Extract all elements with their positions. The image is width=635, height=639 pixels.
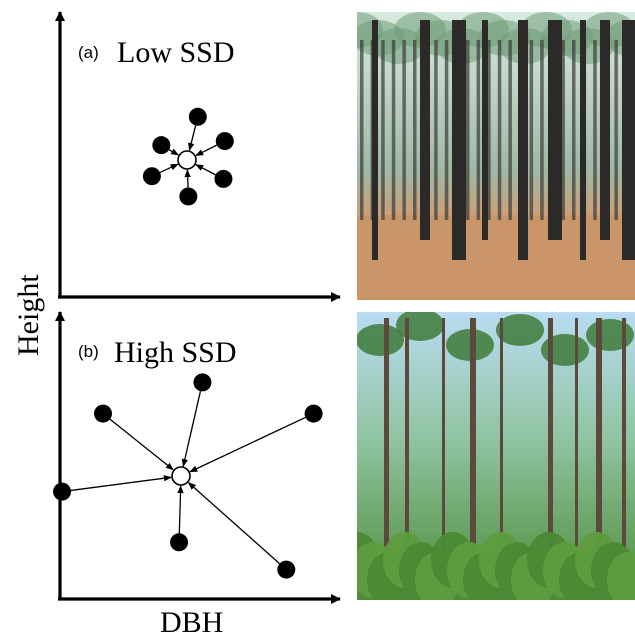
panel-a-neighbor-tree-4 <box>179 187 198 206</box>
panel-b-neighbor-tree-3 <box>94 404 112 423</box>
x-axis-label: DBH <box>160 606 223 639</box>
panel-a-tree-graph <box>142 107 234 206</box>
panel-b-tree-graph <box>53 373 323 579</box>
panel-a-neighbor-tree-2 <box>215 132 234 151</box>
photo-low-ssd-plantation <box>357 12 635 300</box>
panel-b-title: High SSD <box>114 336 237 369</box>
panel-a-focal-tree <box>177 150 197 170</box>
panel-b-neighbor-tree-1 <box>193 373 212 392</box>
panel-a-neighbor-tree-6 <box>152 136 171 155</box>
panel-b-link-5 <box>177 485 184 534</box>
panel-a-link-6 <box>168 148 180 156</box>
panel-a-link-5 <box>159 163 179 174</box>
panel-b-link-2 <box>189 416 306 473</box>
panel-b-focal-tree <box>171 466 191 486</box>
panel-a-link-4 <box>184 169 191 188</box>
panel-a-link-2 <box>195 144 218 157</box>
panel-a-link-1 <box>188 125 197 152</box>
panel-b-tag: (b) <box>78 342 99 361</box>
panel-a-tag: (a) <box>78 43 99 62</box>
panel-a-neighbor-tree-5 <box>142 167 161 186</box>
panel-b-link-4 <box>70 475 172 492</box>
panel-b-neighbor-tree-6 <box>277 560 296 579</box>
panel-b-link-6 <box>187 482 281 565</box>
panel-a-neighbor-tree-1 <box>188 107 207 126</box>
panel-b-link-3 <box>109 418 174 471</box>
panel-b: (b) High SSD <box>53 311 341 604</box>
panel-b-neighbor-tree-2 <box>304 404 323 423</box>
panel-a-link-3 <box>195 164 216 176</box>
panel-a: (a) Low SSD <box>55 11 341 302</box>
panel-a-neighbor-tree-3 <box>214 169 233 188</box>
panel-b-neighbor-tree-4 <box>53 482 72 501</box>
panel-b-neighbor-tree-5 <box>170 533 189 552</box>
panel-a-title: Low SSD <box>117 36 235 69</box>
panel-b-link-1 <box>181 391 202 468</box>
y-axis-label: Height <box>12 274 45 356</box>
photo-high-ssd-stand <box>357 312 635 600</box>
